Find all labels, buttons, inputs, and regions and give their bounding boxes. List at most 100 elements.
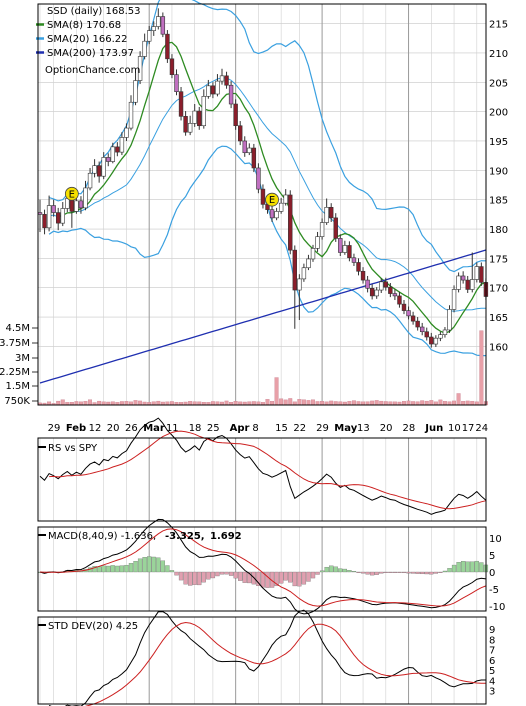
candle-up xyxy=(247,147,252,154)
volume-bar xyxy=(274,377,279,406)
macd-histogram-bar xyxy=(119,565,125,573)
volume-bar xyxy=(215,401,220,406)
candle-down xyxy=(328,207,334,219)
volume-bar xyxy=(151,401,156,406)
candle-up xyxy=(128,101,134,129)
x-tick-label: 15 xyxy=(275,423,288,434)
candle-up xyxy=(297,278,302,291)
candle-up xyxy=(278,202,284,212)
macd-histogram-bar xyxy=(415,571,420,574)
candle-up xyxy=(274,211,279,219)
volume-bar xyxy=(265,399,270,406)
macd-histogram-bar xyxy=(369,571,375,576)
candle-down xyxy=(365,279,370,289)
x-tick-label: 22 xyxy=(293,423,306,434)
macd-histogram-bar xyxy=(228,571,234,576)
macd-histogram-bar xyxy=(356,571,361,573)
candle-down xyxy=(392,293,398,297)
macd-histogram-bar xyxy=(447,568,452,573)
candle-down xyxy=(256,167,261,190)
rs-panel: RS vs SPY xyxy=(38,417,487,515)
candle-down xyxy=(251,147,257,169)
candle-down xyxy=(397,295,402,305)
volume-bar xyxy=(133,400,138,406)
candle-down xyxy=(238,125,243,142)
volume-bar xyxy=(379,400,384,406)
x-tick-label: Jun xyxy=(424,423,443,434)
y-tick-label: 170 xyxy=(489,284,508,295)
candle-up xyxy=(74,200,79,212)
event-marker-label: E xyxy=(69,189,75,200)
volume-bar xyxy=(247,401,252,406)
volume-bar xyxy=(442,401,447,406)
candle-down xyxy=(419,326,425,333)
macd-y-tick: 0 xyxy=(489,568,495,579)
volume-bar xyxy=(110,401,115,406)
y-tick-label: 195 xyxy=(489,137,508,148)
x-tick-label: 10 xyxy=(448,423,461,434)
candle-up xyxy=(92,165,97,174)
macd-histogram-bar xyxy=(310,571,316,579)
volume-bar xyxy=(383,401,388,406)
volume-bar xyxy=(406,400,411,406)
macd-histogram-bar xyxy=(174,571,179,576)
volume-bar xyxy=(270,401,274,406)
candle-up xyxy=(447,309,452,331)
volume-bar xyxy=(447,401,452,406)
volume-bar xyxy=(470,401,475,406)
volume-bar xyxy=(465,400,470,406)
volume-bar xyxy=(329,400,334,406)
macd-histogram-bar xyxy=(342,568,348,573)
x-tick-label: 17 xyxy=(462,423,475,434)
panel-frame xyxy=(37,3,487,406)
x-tick-label: 28 xyxy=(403,423,416,434)
candle-up xyxy=(187,123,193,133)
candle-down xyxy=(233,103,238,127)
candle-down xyxy=(338,238,343,253)
macd-histogram-bar xyxy=(319,570,325,573)
y-tick-label: 180 xyxy=(489,225,508,236)
std-y-tick: 6 xyxy=(489,656,495,667)
x-tick-label: 13 xyxy=(357,423,370,434)
candle-down xyxy=(406,310,411,317)
x-tick-label: 29 xyxy=(48,423,61,434)
candle-down xyxy=(479,266,484,283)
candle-up xyxy=(206,85,211,97)
macd-histogram-bar xyxy=(288,571,293,583)
candle-up xyxy=(142,40,147,57)
macd-histogram-bar xyxy=(260,571,266,588)
macd-y-tick: 10 xyxy=(489,534,502,545)
sma200-line xyxy=(39,249,487,384)
candle-up xyxy=(451,289,457,310)
std-y-tick: 8 xyxy=(489,635,495,646)
sma20-line xyxy=(49,77,486,312)
candle-up xyxy=(456,275,461,290)
volume-tick-label: 750K xyxy=(4,396,30,407)
volume-bar xyxy=(88,399,92,406)
macd-histogram-bar xyxy=(142,557,147,573)
macd-histogram-bar xyxy=(137,558,143,573)
volume-bar xyxy=(374,400,379,406)
candle-down xyxy=(242,140,247,154)
x-tick-label: 18 xyxy=(189,423,202,434)
candle-down xyxy=(197,110,202,127)
x-tick-label: 29 xyxy=(316,423,329,434)
candle-down xyxy=(42,214,47,229)
volume-bar xyxy=(311,399,315,406)
macd-histogram-bar xyxy=(365,571,370,575)
macd-histogram-bar xyxy=(297,571,302,587)
macd-histogram-bar xyxy=(183,571,188,585)
x-tick-label: 24 xyxy=(475,423,488,434)
bollinger-lower xyxy=(48,145,486,357)
macd-histogram-bar xyxy=(110,565,115,573)
sma8-line xyxy=(58,41,487,334)
macd-histogram-bar xyxy=(406,571,411,574)
volume-bar xyxy=(138,400,143,406)
volume-bar xyxy=(297,399,302,406)
rs-signal-line xyxy=(49,430,487,510)
macd-histogram-bar xyxy=(92,566,97,573)
panel-frames xyxy=(37,3,487,705)
candle-down xyxy=(465,279,470,290)
volume-tick-label: 4.5M xyxy=(5,323,30,334)
